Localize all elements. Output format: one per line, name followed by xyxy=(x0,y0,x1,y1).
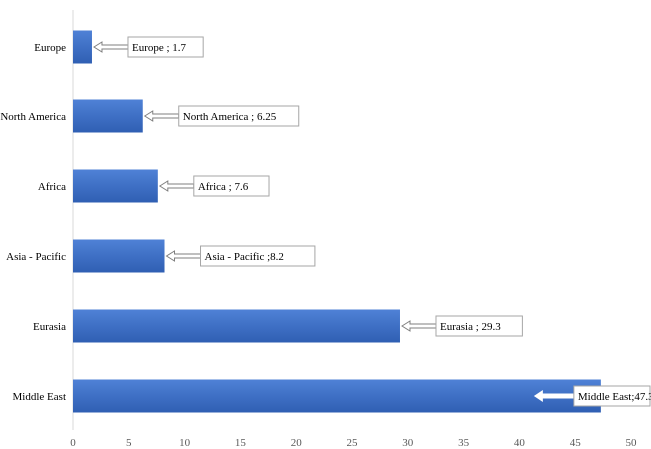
x-tick-label: 25 xyxy=(347,437,359,449)
x-tick-label: 40 xyxy=(514,437,526,449)
data-label: Middle East;47.3 xyxy=(578,391,651,403)
callouts-group: Europe ; 1.7 North America ; 6.25 Africa ;… xyxy=(93,36,651,407)
x-tick-label: 15 xyxy=(235,437,247,449)
callout-box xyxy=(193,175,270,197)
callout-arrow xyxy=(93,41,129,53)
callout-arrow xyxy=(165,250,202,262)
callout-arrow xyxy=(401,320,437,332)
callout-arrow xyxy=(533,390,574,402)
callout-arrow xyxy=(143,110,180,122)
x-tick-label: 50 xyxy=(626,437,638,449)
bar xyxy=(73,379,601,413)
category-label: North America xyxy=(0,111,66,123)
callout-box xyxy=(178,105,300,127)
callout-box xyxy=(435,315,523,337)
data-label: Eurasia ; 29.3 xyxy=(440,321,501,333)
bar xyxy=(73,239,165,273)
x-tick-label: 45 xyxy=(570,437,582,449)
category-label: Eurasia xyxy=(33,321,66,333)
data-label: Asia - Pacific ;8.2 xyxy=(205,251,284,263)
x-tick-label: 0 xyxy=(70,437,76,449)
category-label: Asia - Pacific xyxy=(6,251,66,263)
bar xyxy=(73,99,143,133)
data-label: North America ; 6.25 xyxy=(183,111,277,123)
x-tick-label: 10 xyxy=(179,437,191,449)
x-tick-label: 20 xyxy=(291,437,303,449)
callout-box xyxy=(127,36,204,58)
data-label: Africa ; 7.6 xyxy=(198,181,249,193)
callout-box xyxy=(200,245,316,267)
category-label: Europe xyxy=(34,42,66,54)
category-labels: Europe North America Africa Asia - Pacific E… xyxy=(0,42,66,403)
data-label: Europe ; 1.7 xyxy=(132,42,187,54)
x-tick-label: 35 xyxy=(458,437,470,449)
bar xyxy=(73,30,92,64)
x-axis-ticks: 0 5 10 15 20 25 30 35 40 45 50 xyxy=(70,437,637,449)
callout-arrow xyxy=(158,180,195,192)
x-tick-label: 30 xyxy=(402,437,414,449)
category-label: Middle East xyxy=(13,391,66,403)
bar xyxy=(73,309,400,343)
bars-group xyxy=(73,30,601,413)
category-label: Africa xyxy=(38,181,66,193)
x-tick-label: 5 xyxy=(126,437,132,449)
callout-box xyxy=(573,385,651,407)
bar xyxy=(73,169,158,203)
